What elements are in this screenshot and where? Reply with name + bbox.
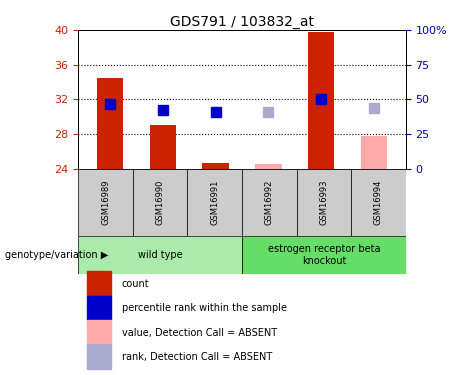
- Bar: [255, 164, 282, 169]
- Text: GSM16991: GSM16991: [210, 180, 219, 225]
- Bar: [97, 78, 123, 169]
- Bar: [296, 169, 351, 236]
- Text: GSM16992: GSM16992: [265, 180, 274, 225]
- Bar: [87, 344, 111, 369]
- Bar: [351, 169, 406, 236]
- Text: genotype/variation ▶: genotype/variation ▶: [5, 250, 108, 260]
- Bar: [87, 271, 111, 296]
- Title: GDS791 / 103832_at: GDS791 / 103832_at: [170, 15, 314, 29]
- Bar: [188, 169, 242, 236]
- Text: GSM16990: GSM16990: [156, 180, 165, 225]
- Text: estrogen receptor beta
knockout: estrogen receptor beta knockout: [267, 244, 380, 266]
- Text: value, Detection Call = ABSENT: value, Detection Call = ABSENT: [122, 328, 277, 338]
- Text: count: count: [122, 279, 149, 289]
- Bar: [361, 136, 387, 169]
- Text: GSM16989: GSM16989: [101, 180, 110, 225]
- Bar: [242, 236, 406, 274]
- Bar: [87, 296, 111, 320]
- Bar: [202, 163, 229, 169]
- Bar: [242, 169, 296, 236]
- Text: percentile rank within the sample: percentile rank within the sample: [122, 303, 287, 313]
- Bar: [78, 236, 242, 274]
- Bar: [133, 169, 188, 236]
- Bar: [150, 125, 176, 169]
- Text: rank, Detection Call = ABSENT: rank, Detection Call = ABSENT: [122, 352, 272, 362]
- Bar: [308, 32, 334, 169]
- Text: wild type: wild type: [138, 250, 183, 260]
- Text: GSM16994: GSM16994: [374, 180, 383, 225]
- Text: GSM16993: GSM16993: [319, 180, 328, 225]
- Bar: [78, 169, 133, 236]
- Bar: [87, 320, 111, 344]
